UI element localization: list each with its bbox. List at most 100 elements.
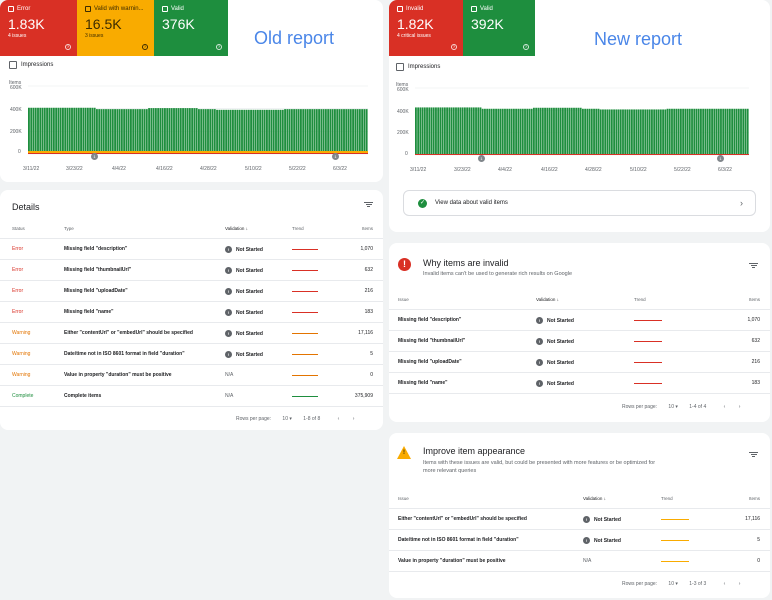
- status-cell: Error: [12, 309, 24, 315]
- pagination: Rows per page: 10 ▾ 1-8 of 8 ‹ ›: [236, 416, 355, 422]
- annotation-marker[interactable]: 1: [91, 153, 98, 160]
- validation-cell: ! Not Started: [225, 329, 263, 337]
- table-row[interactable]: Missing field "name" ! Not Started 183: [389, 373, 770, 394]
- invalid-issues-card: ! Why items are invalid Invalid items ca…: [389, 243, 770, 422]
- items-cell: 0: [370, 372, 373, 378]
- chart-bar: [100, 109, 103, 154]
- prev-page-icon[interactable]: ‹: [337, 416, 340, 422]
- ytick: 600K: [397, 87, 409, 93]
- chart-bar: [564, 107, 567, 155]
- table-row[interactable]: Missing field "uploadDate" ! Not Started 21…: [389, 352, 770, 373]
- checkbox-icon: [162, 6, 168, 12]
- checkbox-icon: [396, 63, 404, 71]
- trend-line: [634, 383, 662, 384]
- trend-line: [292, 333, 318, 334]
- rows-per-page-select[interactable]: 10 ▾: [282, 416, 292, 422]
- old-tile-error[interactable]: Error 1.83K 4 issues ?: [0, 0, 77, 56]
- table-row[interactable]: Warning Value in property "duration" must…: [0, 365, 383, 386]
- chart-bar: [731, 108, 734, 155]
- invalid-section-subtitle: Invalid items can't be used to generate …: [423, 271, 573, 277]
- chart-bar: [30, 107, 33, 154]
- table-row[interactable]: Either "contentUrl" or "embedUrl" should…: [389, 509, 770, 530]
- chart-bar: [213, 109, 216, 154]
- table-row[interactable]: Error Missing field "uploadDate" ! Not Star…: [0, 281, 383, 302]
- sort-validation[interactable]: Validation ↓: [583, 495, 606, 501]
- next-page-icon[interactable]: ›: [352, 416, 355, 422]
- prev-page-icon[interactable]: ‹: [723, 404, 726, 410]
- filter-icon[interactable]: [749, 451, 758, 458]
- annotation-marker[interactable]: 1: [717, 155, 724, 162]
- filter-icon[interactable]: [749, 262, 758, 269]
- table-row[interactable]: Error Missing field "name" ! Not Started 183: [0, 302, 383, 323]
- sort-validation[interactable]: Validation ↓: [225, 225, 248, 231]
- chart-bar: [59, 107, 62, 154]
- chart-bar: [550, 107, 553, 155]
- old-tile-warning[interactable]: Valid with warnin... 16.5K 3 issues ?: [77, 0, 154, 56]
- items-cell: 216: [364, 288, 373, 294]
- table-row[interactable]: Value in property "duration" must be pos…: [389, 551, 770, 572]
- old-tile-valid[interactable]: Valid 376K ?: [154, 0, 228, 56]
- old-impressions-toggle[interactable]: Impressions: [9, 61, 53, 69]
- next-page-icon[interactable]: ›: [738, 581, 741, 587]
- chart-bar: [145, 109, 148, 154]
- status-cell: Warning: [12, 372, 31, 378]
- chart-bar: [234, 109, 237, 154]
- chart-bar: [526, 108, 529, 155]
- old-details-card: Details Status Type Validation ↓ Trend I…: [0, 190, 383, 430]
- sort-validation[interactable]: Validation ↓: [536, 296, 559, 302]
- issue-cell: Missing field "description": [398, 317, 462, 323]
- pagination: Rows per page: 10 ▾ 1-3 of 3 ‹ ›: [622, 581, 741, 587]
- validation-cell: ! Not Started: [583, 515, 621, 523]
- chart-bar: [300, 109, 302, 154]
- chart-bar: [93, 107, 96, 154]
- chart-bar: [737, 108, 740, 155]
- table-row[interactable]: Complete Complete items N/A 375,909: [0, 386, 383, 407]
- chart-ylabel: Items: [396, 82, 409, 88]
- new-impressions-toggle[interactable]: Impressions: [396, 63, 440, 71]
- table-row[interactable]: Date/time not in ISO 8601 format in fiel…: [389, 530, 770, 551]
- prev-page-icon[interactable]: ‹: [723, 581, 726, 587]
- table-row[interactable]: Error Missing field "thumbnailUrl" ! Not St…: [0, 260, 383, 281]
- chart-bar: [118, 109, 121, 154]
- info-icon: ?: [451, 44, 457, 50]
- annotation-marker[interactable]: 1: [478, 155, 485, 162]
- chart-bar: [286, 109, 289, 154]
- next-page-icon[interactable]: ›: [738, 404, 741, 410]
- xtick: 4/16/22: [541, 167, 558, 173]
- trend-line: [661, 561, 689, 562]
- chart-bar: [193, 108, 196, 154]
- chart-bar: [132, 109, 135, 154]
- table-row[interactable]: Missing field "description" ! Not Started 1…: [389, 310, 770, 331]
- chart-bar: [426, 107, 428, 155]
- validation-cell: ! Not Started: [536, 316, 574, 324]
- table-row[interactable]: Warning Date/time not in ISO 8601 format …: [0, 344, 383, 365]
- checkbox-icon: [85, 6, 91, 12]
- trend-line: [292, 312, 318, 313]
- chart-bar: [461, 107, 464, 155]
- status-cell: Warning: [12, 351, 31, 357]
- new-tile-invalid[interactable]: Invalid 1.82K 4 critical issues ?: [389, 0, 463, 56]
- chart-bar: [608, 109, 611, 155]
- chart-bar: [555, 107, 558, 155]
- chart-bar: [266, 109, 268, 154]
- table-header: Issue Validation ↓ Trend Items: [389, 488, 770, 509]
- chart-bar: [484, 108, 486, 155]
- info-status-icon: !: [225, 266, 232, 274]
- filter-icon[interactable]: [364, 201, 373, 208]
- chart-bar: [173, 108, 175, 154]
- new-tile-valid[interactable]: Valid 392K ?: [463, 0, 535, 56]
- chart-bar: [528, 108, 531, 155]
- table-row[interactable]: Warning Either "contentUrl" or "embedUrl"…: [0, 323, 383, 344]
- table-row[interactable]: Error Missing field "description" ! Not Sta…: [0, 239, 383, 260]
- xtick: 3/23/22: [66, 166, 83, 172]
- xtick: 4/16/22: [156, 166, 173, 172]
- chart-bar: [679, 108, 682, 155]
- chart-bar: [164, 108, 166, 154]
- table-row[interactable]: Missing field "thumbnailUrl" ! Not Started…: [389, 331, 770, 352]
- annotation-marker[interactable]: 1: [332, 153, 339, 160]
- chart-bar: [517, 108, 520, 155]
- rows-per-page-select[interactable]: 10 ▾: [668, 581, 678, 587]
- rows-per-page-select[interactable]: 10 ▾: [668, 404, 678, 410]
- chart-bar: [127, 109, 130, 154]
- view-valid-items-link[interactable]: ✓ View data about valid items ›: [403, 190, 756, 216]
